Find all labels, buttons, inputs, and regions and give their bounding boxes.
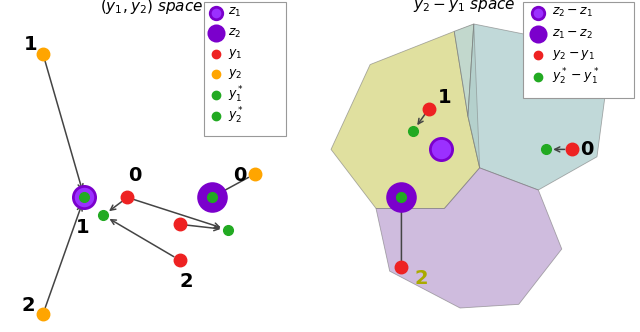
Text: $y_1$: $y_1$ — [228, 47, 242, 61]
Text: $y_1^*$: $y_1^*$ — [228, 85, 244, 105]
Text: 2: 2 — [22, 295, 35, 315]
Polygon shape — [468, 24, 605, 190]
FancyBboxPatch shape — [523, 2, 634, 98]
Text: 2: 2 — [414, 269, 428, 288]
Text: 0: 0 — [129, 166, 142, 185]
FancyBboxPatch shape — [204, 2, 287, 136]
Text: $(y_1, y_2)$ space: $(y_1, y_2)$ space — [100, 0, 203, 16]
Text: 0: 0 — [234, 166, 247, 185]
Text: $z_1 - z_2$: $z_1 - z_2$ — [552, 28, 593, 41]
Text: $z_2$: $z_2$ — [228, 27, 241, 40]
Text: $y_2$: $y_2$ — [228, 67, 242, 81]
Text: $y_2^* - y_1^*$: $y_2^* - y_1^*$ — [552, 66, 600, 87]
Polygon shape — [468, 24, 479, 168]
Polygon shape — [376, 168, 562, 308]
Polygon shape — [331, 31, 479, 208]
Text: $y_2 - y_1$ space: $y_2 - y_1$ space — [413, 0, 515, 14]
Text: 0: 0 — [580, 140, 594, 159]
Text: $z_1$: $z_1$ — [228, 6, 241, 19]
Text: 1: 1 — [438, 88, 451, 107]
Text: 2: 2 — [179, 272, 193, 291]
Text: 1: 1 — [24, 36, 37, 54]
Text: $y_2 - y_1$: $y_2 - y_1$ — [552, 48, 595, 62]
Text: 1: 1 — [76, 218, 90, 237]
Text: $z_2 - z_1$: $z_2 - z_1$ — [552, 6, 593, 20]
Text: $y_2^*$: $y_2^*$ — [228, 106, 244, 126]
Polygon shape — [454, 24, 474, 116]
